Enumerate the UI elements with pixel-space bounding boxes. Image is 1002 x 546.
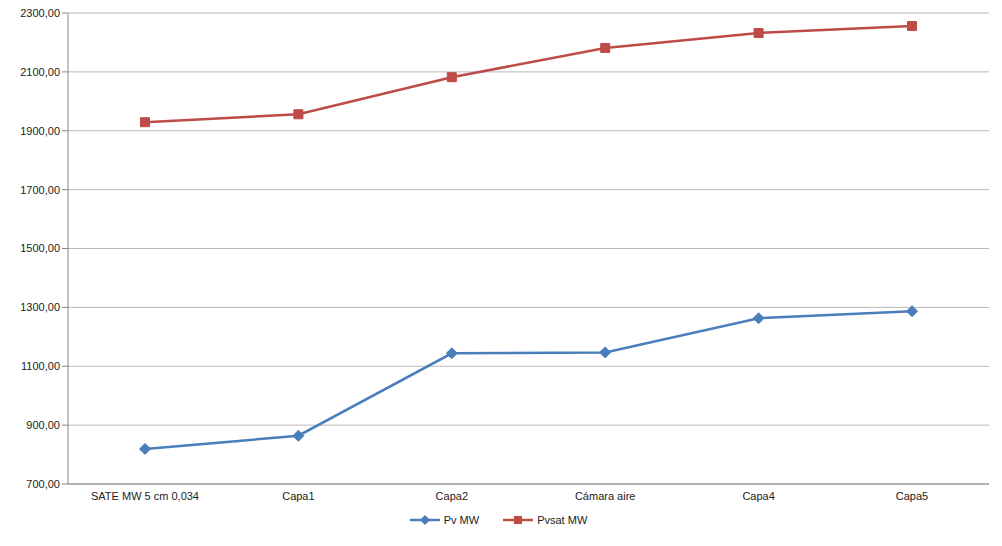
svg-text:700,00: 700,00 xyxy=(26,478,60,490)
svg-text:900,00: 900,00 xyxy=(26,419,60,431)
svg-text:1700,00: 1700,00 xyxy=(20,184,60,196)
html-text:Pvsat MW: Pvsat MW xyxy=(537,514,588,526)
svg-text:Capa2: Capa2 xyxy=(436,490,468,502)
svg-text:1300,00: 1300,00 xyxy=(20,301,60,313)
svg-text:Capa1: Capa1 xyxy=(282,490,314,502)
svg-text:Capa5: Capa5 xyxy=(896,490,928,502)
svg-text:2100,00: 2100,00 xyxy=(20,66,60,78)
svg-text:2300,00: 2300,00 xyxy=(20,8,60,19)
svg-text:Capa4: Capa4 xyxy=(742,490,774,502)
svg-text:1100,00: 1100,00 xyxy=(21,360,60,372)
svg-text:1900,00: 1900,00 xyxy=(20,125,60,137)
svg-text:Cámara aire: Cámara aire xyxy=(575,490,636,502)
html-text:Pv MW: Pv MW xyxy=(443,514,480,526)
svg-text:SATE MW 5 cm 0,034: SATE MW 5 cm 0,034 xyxy=(91,490,199,502)
svg-text:1500,00: 1500,00 xyxy=(20,242,60,254)
